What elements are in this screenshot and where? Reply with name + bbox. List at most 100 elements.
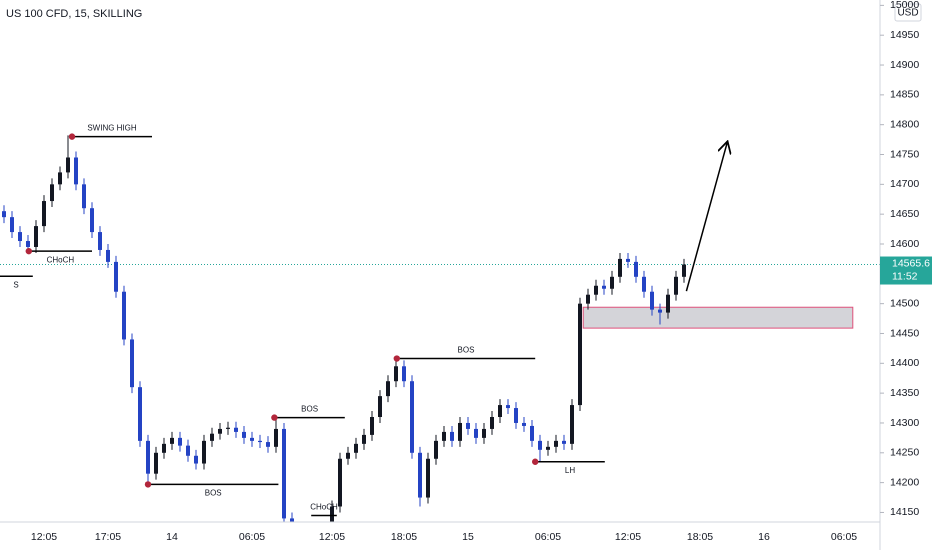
candle-body (658, 309, 662, 313)
candle-body (466, 422, 470, 429)
y-tick-label: 14600 (890, 238, 919, 250)
y-tick-label: 14300 (890, 417, 919, 429)
candle-body (354, 443, 358, 453)
candle-body (130, 339, 134, 388)
candle-body (274, 428, 278, 447)
candle-body (122, 291, 126, 340)
level-label: BOS (458, 346, 475, 355)
candle-body (594, 285, 598, 295)
candle-body (522, 422, 526, 426)
candle-body (106, 249, 110, 262)
currency-box[interactable] (894, 3, 922, 22)
y-tick-label: 14400 (890, 357, 919, 369)
x-tick-label: 16 (758, 531, 770, 543)
level-dot (271, 414, 278, 421)
candle-body (162, 443, 166, 453)
candle-body (426, 458, 430, 498)
last-price-label: 14565.6 (892, 257, 930, 269)
candle-body (194, 455, 198, 464)
candle-body (42, 201, 46, 227)
candle-body (498, 405, 502, 418)
candle-body (2, 211, 6, 218)
level-dot (393, 355, 400, 362)
countdown: 11:52 (892, 270, 918, 282)
arrow (685, 143, 727, 292)
x-tick-label: 06:05 (239, 531, 265, 543)
candle-body (314, 539, 318, 542)
candle-body (90, 208, 94, 233)
candle-body (586, 294, 590, 304)
candle-body (242, 431, 246, 438)
candle-body (82, 184, 86, 209)
y-tick-label: 14450 (890, 327, 919, 339)
x-tick-label: 14 (166, 531, 178, 543)
candle-body (298, 536, 302, 545)
y-tick-label: 14750 (890, 148, 919, 160)
y-tick-label: 14950 (890, 29, 919, 41)
candle-body (530, 425, 534, 441)
candle-body (186, 445, 190, 456)
demand-zone (582, 306, 854, 329)
candle-body (562, 440, 566, 444)
candle-body (610, 276, 614, 289)
level-label: BOS (301, 405, 318, 414)
candle-body (306, 542, 310, 545)
candle-body (442, 431, 446, 441)
candle-body (482, 428, 486, 438)
level-label: BOS (205, 489, 222, 498)
y-tick-label: 14350 (890, 387, 919, 399)
candle-body (402, 366, 406, 382)
candle-body (506, 405, 510, 409)
candle-body (210, 433, 214, 441)
candle-body (330, 506, 334, 522)
candle-body (418, 452, 422, 498)
candle-body (114, 261, 118, 292)
candle-body (218, 428, 222, 434)
level-label: SWING HIGH (87, 124, 137, 133)
y-tick-label: 14650 (890, 208, 919, 220)
candle-body (618, 258, 622, 277)
candle-body (266, 442, 270, 447)
candle-body (170, 437, 174, 444)
x-tick-label: 12:05 (319, 531, 345, 543)
candle-body (338, 458, 342, 507)
x-tick-label: 17:05 (95, 531, 121, 543)
candle-body (666, 294, 670, 313)
x-tick-label: 18:05 (687, 531, 713, 543)
candle-body (226, 427, 230, 429)
candle-body (514, 408, 518, 423)
y-tick-label: 14200 (890, 476, 919, 488)
candle-body (18, 232, 22, 242)
level-label: CHoCH (310, 503, 338, 512)
candle-body (58, 172, 62, 185)
y-tick-label: 14900 (890, 59, 919, 71)
y-tick-label: 14150 (890, 506, 919, 518)
x-tick-label: 18:05 (391, 531, 417, 543)
y-tick-label: 15000 (890, 0, 919, 11)
plot-area: SWING HIGH CHoCH S BOS BOS CHoCH BOS LH (0, 124, 880, 545)
x-tick-label: 15 (462, 531, 474, 543)
candle-body (258, 440, 262, 443)
candle-body (450, 431, 454, 441)
last-price-tag (880, 256, 932, 285)
candle-body (178, 437, 182, 446)
y-tick-label: 14500 (890, 297, 919, 309)
level-dot (68, 133, 76, 140)
candle-body (346, 452, 350, 459)
candle-body (650, 291, 654, 310)
candle-body (250, 437, 254, 441)
candle-body (362, 434, 366, 444)
candle-body (26, 241, 30, 247)
candle-body (146, 440, 150, 474)
candle-body (458, 422, 462, 441)
level-label: CHoCH (47, 255, 75, 264)
candle-body (602, 285, 606, 289)
level-dot (25, 247, 32, 255)
candle-body (378, 396, 382, 418)
candle-body (394, 366, 398, 382)
candle-body (98, 232, 102, 250)
currency: USD (897, 8, 918, 19)
candle-body (74, 157, 78, 185)
candle-body (642, 276, 646, 292)
